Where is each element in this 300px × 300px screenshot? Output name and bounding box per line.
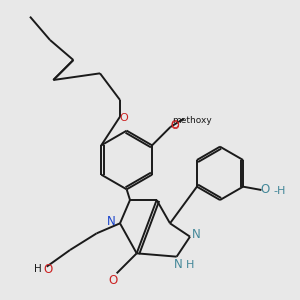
Text: O: O — [119, 113, 128, 123]
Text: O: O — [170, 121, 179, 131]
Text: H: H — [186, 260, 194, 270]
Text: methoxy: methoxy — [172, 116, 212, 125]
Text: N: N — [107, 215, 116, 228]
Text: H: H — [277, 186, 285, 196]
Text: O: O — [109, 274, 118, 287]
Text: N: N — [192, 227, 201, 241]
Text: O: O — [44, 263, 53, 276]
Text: O: O — [260, 183, 269, 196]
Text: -: - — [273, 186, 278, 196]
Text: H: H — [34, 264, 42, 274]
Text: O: O — [170, 120, 179, 130]
Text: N: N — [174, 257, 183, 271]
